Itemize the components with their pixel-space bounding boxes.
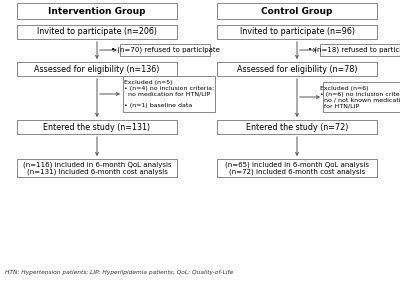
FancyBboxPatch shape bbox=[217, 3, 377, 19]
Text: • (n=70) refused to participate: • (n=70) refused to participate bbox=[110, 47, 220, 53]
FancyBboxPatch shape bbox=[217, 62, 377, 76]
Text: Intervention Group: Intervention Group bbox=[48, 6, 146, 16]
Text: (n=65) included in 6-month QoL analysis
(n=72) included 6-month cost analysis: (n=65) included in 6-month QoL analysis … bbox=[225, 161, 369, 175]
FancyBboxPatch shape bbox=[17, 62, 177, 76]
FancyBboxPatch shape bbox=[17, 120, 177, 134]
Text: Entered the study (n=131): Entered the study (n=131) bbox=[44, 122, 150, 131]
FancyBboxPatch shape bbox=[120, 44, 210, 56]
Text: Assessed for eligibility (n=136): Assessed for eligibility (n=136) bbox=[34, 65, 160, 74]
Text: Excluded (n=5)
• (n=4) no inclusion criteria:
  no medication for HTN/LIP

• (n=: Excluded (n=5) • (n=4) no inclusion crit… bbox=[124, 80, 214, 108]
FancyBboxPatch shape bbox=[217, 159, 377, 177]
FancyBboxPatch shape bbox=[17, 159, 177, 177]
FancyBboxPatch shape bbox=[123, 76, 215, 112]
Text: (n=116) included in 6-month QoL analysis
(n=131) included 6-month cost analysis: (n=116) included in 6-month QoL analysis… bbox=[23, 161, 171, 175]
Text: Invited to participate (n=206): Invited to participate (n=206) bbox=[37, 28, 157, 36]
Text: Control Group: Control Group bbox=[261, 6, 333, 16]
Text: HTN: Hypertension patients; LIP: Hyperlipidemia patients; QoL: Quality-of-Life: HTN: Hypertension patients; LIP: Hyperli… bbox=[5, 270, 233, 275]
FancyBboxPatch shape bbox=[217, 25, 377, 39]
Text: Invited to participate (n=96): Invited to participate (n=96) bbox=[240, 28, 354, 36]
Text: • (n=18) refused to participate: • (n=18) refused to participate bbox=[308, 47, 400, 53]
FancyBboxPatch shape bbox=[320, 44, 400, 56]
Text: Assessed for eligibility (n=78): Assessed for eligibility (n=78) bbox=[237, 65, 357, 74]
FancyBboxPatch shape bbox=[17, 25, 177, 39]
FancyBboxPatch shape bbox=[323, 82, 400, 112]
Text: Excluded (n=6)
• (n=6) no inclusion criteria:
  no / not known medication
  for : Excluded (n=6) • (n=6) no inclusion crit… bbox=[320, 86, 400, 108]
FancyBboxPatch shape bbox=[217, 120, 377, 134]
Text: Entered the study (n=72): Entered the study (n=72) bbox=[246, 122, 348, 131]
FancyBboxPatch shape bbox=[17, 3, 177, 19]
